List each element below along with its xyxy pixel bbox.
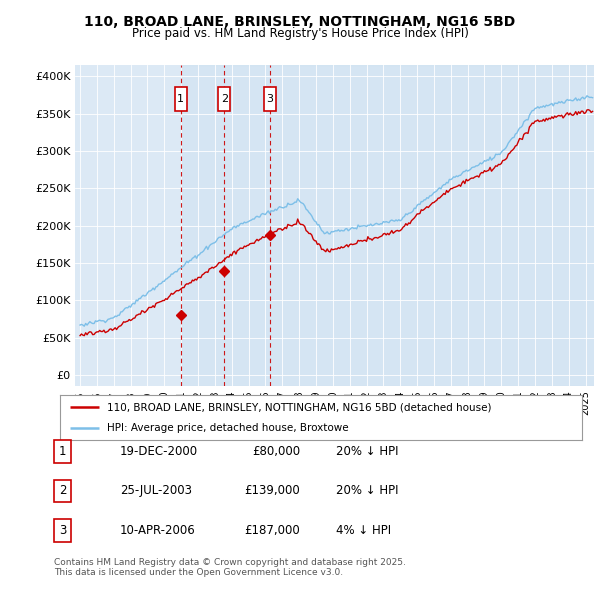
Text: 10-APR-2006: 10-APR-2006 — [120, 524, 196, 537]
Text: 1: 1 — [59, 445, 66, 458]
Text: 4% ↓ HPI: 4% ↓ HPI — [336, 524, 391, 537]
Text: 25-JUL-2003: 25-JUL-2003 — [120, 484, 192, 497]
Bar — [175, 87, 187, 110]
Bar — [218, 87, 230, 110]
Text: 19-DEC-2000: 19-DEC-2000 — [120, 445, 198, 458]
Text: 2: 2 — [59, 484, 66, 497]
Bar — [181, 65, 600, 386]
Text: Contains HM Land Registry data © Crown copyright and database right 2025.
This d: Contains HM Land Registry data © Crown c… — [54, 558, 406, 577]
Text: Price paid vs. HM Land Registry's House Price Index (HPI): Price paid vs. HM Land Registry's House … — [131, 27, 469, 40]
Text: 2: 2 — [221, 94, 228, 104]
Text: 110, BROAD LANE, BRINSLEY, NOTTINGHAM, NG16 5BD: 110, BROAD LANE, BRINSLEY, NOTTINGHAM, N… — [85, 15, 515, 29]
Text: £187,000: £187,000 — [244, 524, 300, 537]
Text: £139,000: £139,000 — [244, 484, 300, 497]
Text: 110, BROAD LANE, BRINSLEY, NOTTINGHAM, NG16 5BD (detached house): 110, BROAD LANE, BRINSLEY, NOTTINGHAM, N… — [107, 402, 491, 412]
Text: 3: 3 — [59, 524, 66, 537]
Text: £80,000: £80,000 — [252, 445, 300, 458]
Text: 20% ↓ HPI: 20% ↓ HPI — [336, 445, 398, 458]
Text: HPI: Average price, detached house, Broxtowe: HPI: Average price, detached house, Brox… — [107, 422, 349, 432]
Text: 3: 3 — [266, 94, 274, 104]
Bar — [264, 87, 276, 110]
Text: 20% ↓ HPI: 20% ↓ HPI — [336, 484, 398, 497]
Text: 1: 1 — [177, 94, 184, 104]
